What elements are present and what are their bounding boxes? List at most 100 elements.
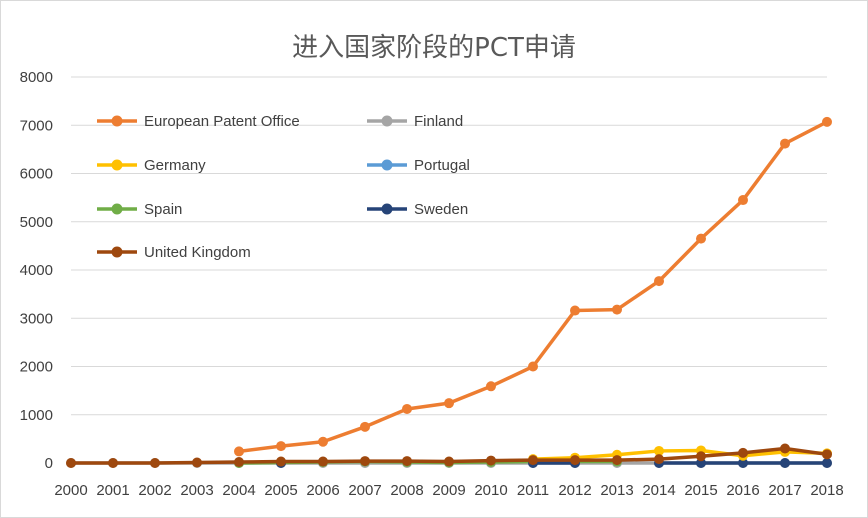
data-point: [612, 455, 622, 466]
data-point: [276, 456, 286, 467]
legend-swatch-marker: [381, 115, 393, 127]
data-point: [696, 451, 706, 462]
y-tick-label: 7000: [20, 117, 53, 134]
data-point: [738, 447, 748, 458]
x-tick-label: 2018: [810, 482, 843, 499]
data-point: [318, 436, 328, 447]
data-point: [822, 449, 832, 460]
x-tick-label: 2009: [432, 482, 465, 499]
legend: European Patent Office Finland Germany Port…: [97, 113, 470, 261]
y-tick-label: 5000: [20, 214, 53, 231]
data-point: [192, 457, 202, 468]
y-tick-label: 6000: [20, 166, 53, 183]
data-point: [276, 441, 286, 452]
y-tick-label: 8000: [20, 69, 53, 86]
gridlines: [71, 76, 827, 464]
legend-item: Sweden: [367, 201, 468, 218]
legend-label: European Patent Office: [144, 113, 300, 130]
y-axis-ticks: 0 1000 2000 3000 4000 5000 6000 7000 8000: [20, 69, 53, 472]
data-point: [654, 454, 664, 465]
data-point: [444, 456, 454, 467]
legend-item: United Kingdom: [97, 244, 251, 261]
data-point: [234, 446, 244, 457]
legend-label: Sweden: [414, 201, 468, 218]
x-tick-label: 2002: [138, 482, 171, 499]
legend-label: Germany: [144, 157, 206, 174]
data-point: [528, 361, 538, 372]
series-sweden: [276, 458, 832, 468]
legend-label: Finland: [414, 113, 463, 130]
x-tick-label: 2000: [54, 482, 87, 499]
legend-item: Finland: [367, 113, 463, 130]
data-point: [780, 458, 790, 468]
x-tick-label: 2016: [726, 482, 759, 499]
x-tick-label: 2010: [474, 482, 507, 499]
y-tick-label: 0: [45, 455, 53, 472]
legend-swatch-marker: [381, 159, 393, 171]
legend-item: Portugal: [367, 157, 470, 174]
x-tick-label: 2011: [517, 482, 549, 499]
legend-swatch-marker: [111, 115, 123, 127]
legend-item: Germany: [97, 157, 206, 174]
legend-swatch-marker: [111, 246, 123, 258]
data-point: [486, 381, 496, 392]
data-point: [402, 403, 412, 414]
legend-item: European Patent Office: [97, 113, 300, 130]
legend-label: Spain: [144, 201, 182, 218]
data-point: [444, 398, 454, 409]
data-point: [402, 456, 412, 467]
data-point: [570, 455, 580, 466]
data-point: [360, 456, 370, 467]
legend-swatch-marker: [111, 159, 123, 171]
x-tick-label: 2012: [558, 482, 591, 499]
x-tick-label: 2013: [600, 482, 633, 499]
data-point: [528, 455, 538, 466]
x-tick-label: 2017: [768, 482, 801, 499]
data-point: [654, 276, 664, 287]
legend-item: Spain: [97, 201, 182, 218]
data-point: [108, 458, 118, 468]
x-tick-label: 2015: [684, 482, 717, 499]
y-tick-label: 4000: [20, 262, 53, 279]
data-point: [738, 195, 748, 206]
legend-label: United Kingdom: [144, 244, 251, 261]
chart-title: 进入国家阶段的PCT申请: [292, 33, 576, 63]
y-tick-label: 3000: [20, 310, 53, 327]
data-point: [738, 458, 748, 468]
data-point: [822, 458, 832, 468]
data-point: [780, 443, 790, 454]
y-tick-label: 1000: [20, 407, 53, 424]
data-point: [696, 233, 706, 244]
x-axis-ticks: 2000 2001 2002 2003 2004 2005 2006 2007 2008 2009…: [54, 482, 843, 499]
x-tick-label: 2008: [390, 482, 423, 499]
data-point: [612, 304, 622, 315]
x-tick-label: 2001: [96, 482, 129, 499]
x-tick-label: 2014: [642, 482, 675, 499]
series-line: [531, 448, 829, 461]
legend-swatch-marker: [111, 203, 123, 215]
data-point: [150, 458, 160, 468]
x-tick-label: 2007: [348, 482, 381, 499]
legend-swatch-marker: [381, 203, 393, 215]
x-tick-label: 2004: [222, 482, 255, 499]
series-united-kingdom: [66, 443, 832, 468]
x-tick-label: 2003: [180, 482, 213, 499]
legend-label: Portugal: [414, 157, 470, 174]
data-point: [66, 458, 76, 468]
x-tick-label: 2005: [264, 482, 297, 499]
series-layer: [66, 116, 832, 468]
series-european-patent-office: [234, 116, 832, 457]
data-point: [234, 457, 244, 468]
series-line: [237, 120, 829, 454]
x-tick-label: 2006: [306, 482, 339, 499]
data-point: [822, 116, 832, 127]
data-point: [570, 305, 580, 316]
data-point: [654, 445, 664, 456]
data-point: [780, 138, 790, 149]
y-tick-label: 2000: [20, 359, 53, 376]
data-point: [318, 456, 328, 467]
data-point: [360, 421, 370, 432]
data-point: [486, 455, 496, 466]
